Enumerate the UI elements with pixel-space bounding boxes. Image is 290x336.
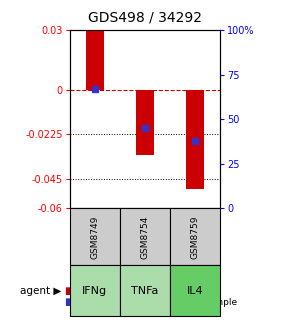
Text: GSM8749: GSM8749 (90, 215, 99, 259)
Text: TNFa: TNFa (131, 286, 159, 296)
Text: IFNg: IFNg (82, 286, 107, 296)
Bar (86, 30, 104, 90)
Text: ■: ■ (64, 286, 73, 296)
Bar (136, 90, 154, 155)
Text: IL4: IL4 (187, 286, 204, 296)
Bar (186, 90, 204, 188)
Text: GSM8754: GSM8754 (140, 215, 150, 259)
Text: ■: ■ (64, 297, 73, 307)
Text: GDS498 / 34292: GDS498 / 34292 (88, 10, 202, 24)
Text: agent ▶: agent ▶ (19, 286, 61, 296)
Text: percentile rank within the sample: percentile rank within the sample (84, 298, 237, 307)
Text: log ratio: log ratio (84, 286, 122, 295)
Text: GSM8759: GSM8759 (191, 215, 200, 259)
